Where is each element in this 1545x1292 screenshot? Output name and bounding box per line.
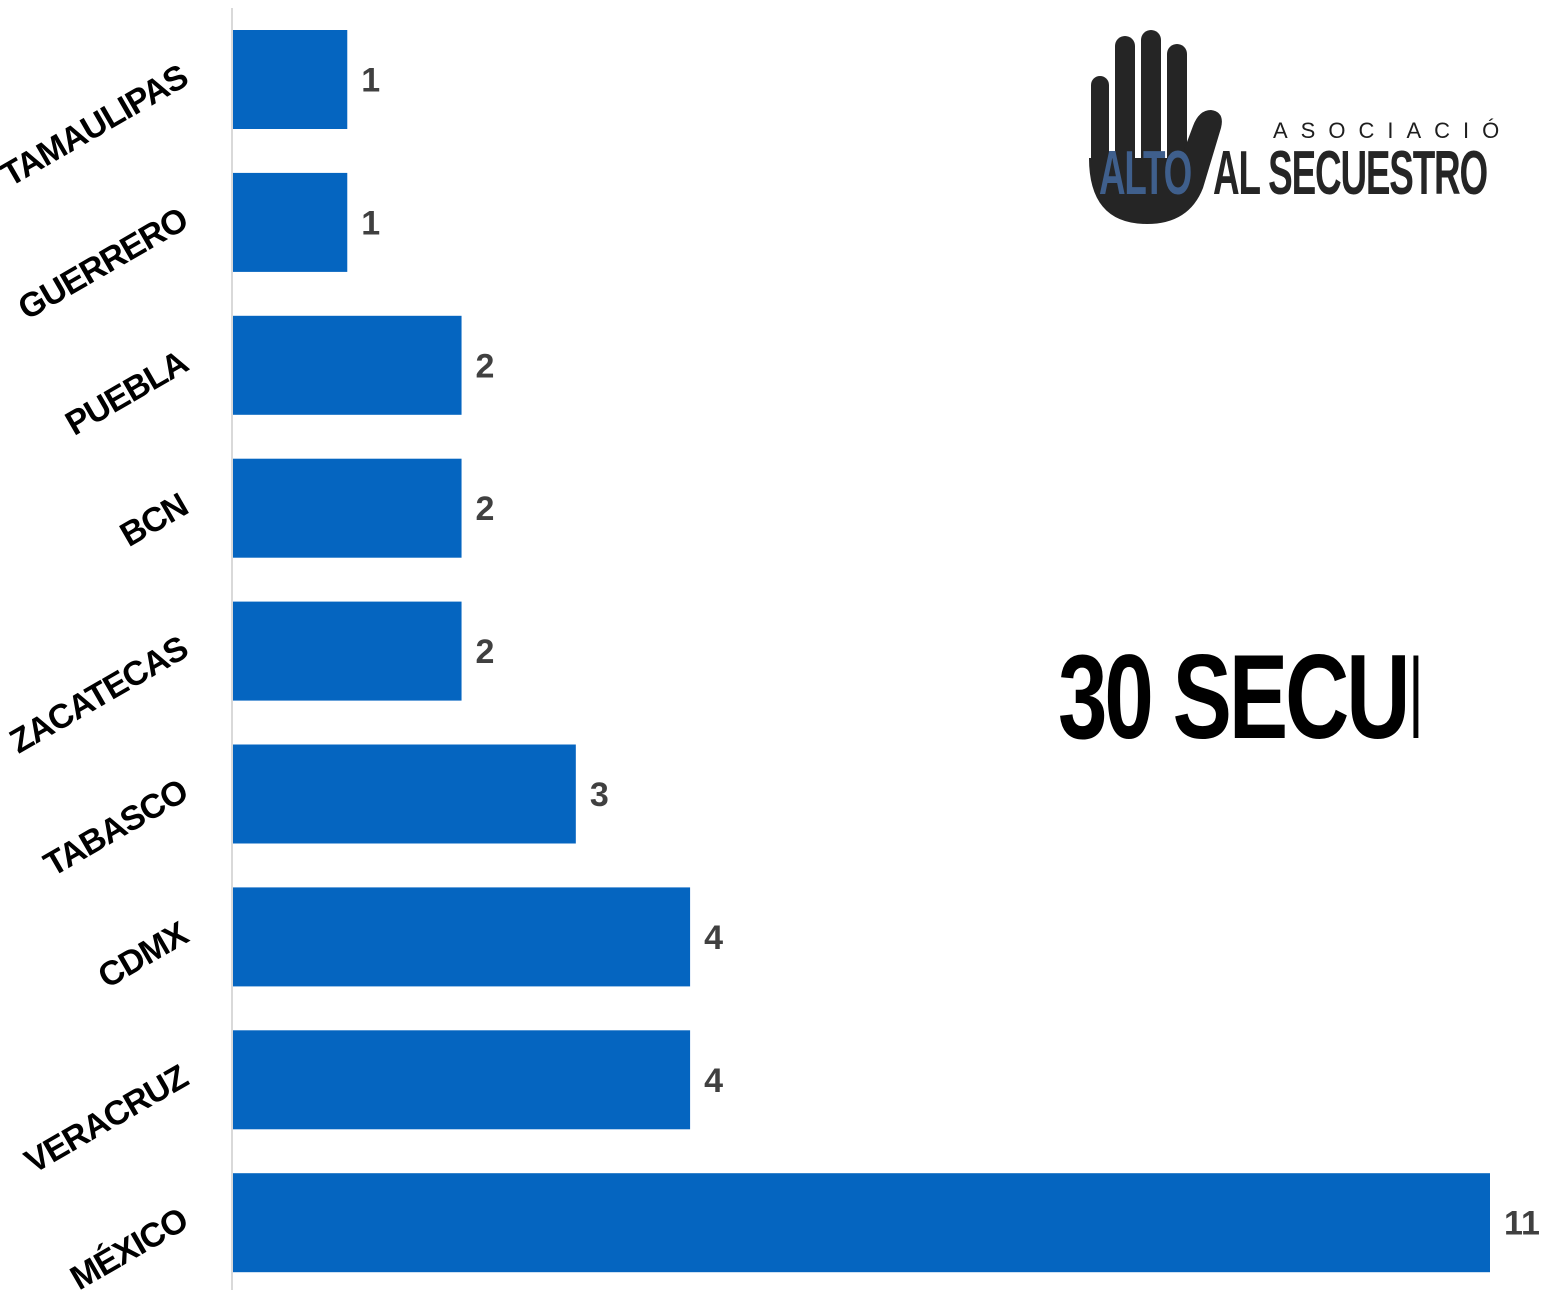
category-label: TABASCO: [38, 772, 195, 884]
logo-small-text: ASOCIACIÓN: [1273, 118, 1505, 143]
bar-tamaulipas: [233, 30, 348, 129]
data-label: 11: [1504, 1205, 1540, 1243]
bar-méxico: [233, 1173, 1490, 1273]
data-label: 2: [476, 633, 495, 671]
headline: 30 SECUEST: [1058, 632, 1418, 762]
category-label: VERACRUZ: [18, 1058, 194, 1181]
category-label: CDMX: [92, 914, 195, 996]
category-label: MÉXICO: [64, 1200, 194, 1292]
bar-puebla: [233, 315, 462, 415]
category-label: ZACATECAS: [3, 629, 194, 761]
logo-word-alto: ALTO: [1099, 139, 1191, 208]
logo-word-rest: AL SECUESTRO: [1213, 139, 1487, 208]
logo-alto-al-secuestro: ASOCIACIÓN ALTO AL SECUESTRO: [1085, 28, 1528, 228]
category-label: TAMAULIPAS: [0, 57, 194, 194]
category-label: BCN: [114, 486, 194, 554]
category-label: PUEBLA: [59, 343, 194, 443]
bar-tabasco: [233, 744, 576, 844]
data-label: 1: [361, 204, 380, 242]
data-label: 4: [704, 919, 723, 957]
data-label: 1: [361, 62, 380, 100]
data-label: 2: [476, 490, 495, 528]
bar-veracruz: [233, 1030, 691, 1130]
bar-cdmx: [233, 887, 691, 987]
data-label: 4: [704, 1062, 723, 1100]
bar-guerrero: [233, 172, 348, 272]
bar-bcn: [233, 458, 462, 558]
hand-stop-icon: [1089, 30, 1222, 224]
data-label: 3: [590, 776, 609, 814]
bar-zacatecas: [233, 601, 462, 701]
data-label: 2: [476, 347, 495, 385]
category-label: GUERRERO: [12, 200, 195, 327]
